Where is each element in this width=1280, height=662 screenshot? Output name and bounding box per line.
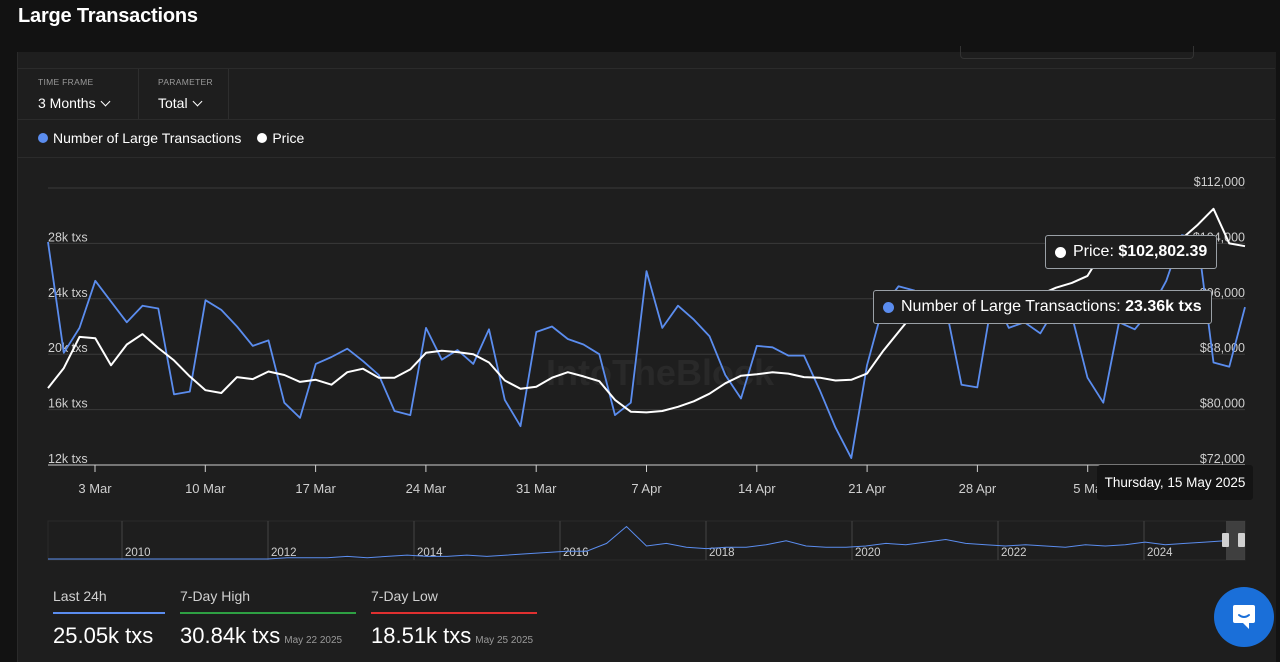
divider bbox=[17, 157, 1275, 158]
stat-last-24h: Last 24h 25.05k txs bbox=[53, 588, 165, 649]
tooltip-tx-label: Number of Large Transactions: bbox=[901, 298, 1126, 315]
price-tooltip: Price: $102,802.39 bbox=[1045, 235, 1218, 269]
tooltip-price-value: $102,802.39 bbox=[1118, 243, 1208, 260]
stat-underline bbox=[180, 612, 356, 614]
chat-bubble-icon bbox=[1233, 605, 1255, 629]
series-dot-icon bbox=[38, 133, 48, 143]
timeframe-value: 3 Months bbox=[38, 95, 96, 111]
stat-underline bbox=[53, 612, 165, 614]
page-title: Large Transactions bbox=[18, 5, 198, 27]
stat-value: 30.84k txs bbox=[180, 623, 281, 648]
divider bbox=[17, 68, 1275, 69]
timeframe-select[interactable]: 3 Months bbox=[38, 95, 111, 111]
legend-label: Price bbox=[272, 130, 305, 146]
stat-underline bbox=[371, 612, 537, 614]
chart-legend: Number of Large Transactions Price bbox=[38, 130, 304, 146]
chevron-down-icon bbox=[100, 96, 111, 106]
stat-7-day-low: 7-Day Low 18.51k txs May 25 2025 bbox=[371, 588, 537, 649]
stat-value: 25.05k txs bbox=[53, 623, 154, 648]
chevron-down-icon bbox=[192, 96, 203, 106]
timeframe-label: TIME FRAME bbox=[38, 77, 94, 87]
parameter-control[interactable]: PARAMETER Total bbox=[139, 69, 229, 119]
legend-item-price[interactable]: Price bbox=[257, 130, 304, 146]
tooltip-tx-value: 23.36k txs bbox=[1125, 298, 1202, 315]
stat-7-day-high: 7-Day High 30.84k txs May 22 2025 bbox=[180, 588, 356, 649]
parameter-value: Total bbox=[158, 95, 188, 111]
parameter-label: PARAMETER bbox=[158, 77, 213, 87]
date-tooltip: Thursday, 15 May 2025 bbox=[1097, 465, 1253, 500]
parameter-select[interactable]: Total bbox=[158, 95, 203, 111]
stat-value: 18.51k txs bbox=[371, 623, 472, 648]
legend-item-transactions[interactable]: Number of Large Transactions bbox=[38, 130, 241, 146]
price-dot-icon bbox=[1055, 246, 1066, 258]
search-box-edge bbox=[960, 46, 1194, 59]
stat-label: 7-Day High bbox=[180, 588, 251, 604]
legend-label: Number of Large Transactions bbox=[53, 130, 242, 146]
stat-label: 7-Day Low bbox=[371, 588, 438, 604]
timeframe-control[interactable]: TIME FRAME 3 Months bbox=[18, 69, 139, 119]
divider bbox=[17, 119, 1275, 120]
chat-support-button[interactable] bbox=[1214, 587, 1274, 647]
stat-date: May 25 2025 bbox=[475, 635, 534, 646]
transactions-dot-icon bbox=[883, 301, 894, 313]
top-bar: Large Transactions bbox=[0, 0, 1280, 52]
transactions-tooltip: Number of Large Transactions: 23.36k txs bbox=[873, 290, 1212, 324]
series-dot-icon bbox=[257, 133, 268, 143]
tooltip-price-label: Price: bbox=[1073, 243, 1119, 260]
stat-date: May 22 2025 bbox=[284, 635, 343, 646]
stat-label: Last 24h bbox=[53, 588, 107, 604]
